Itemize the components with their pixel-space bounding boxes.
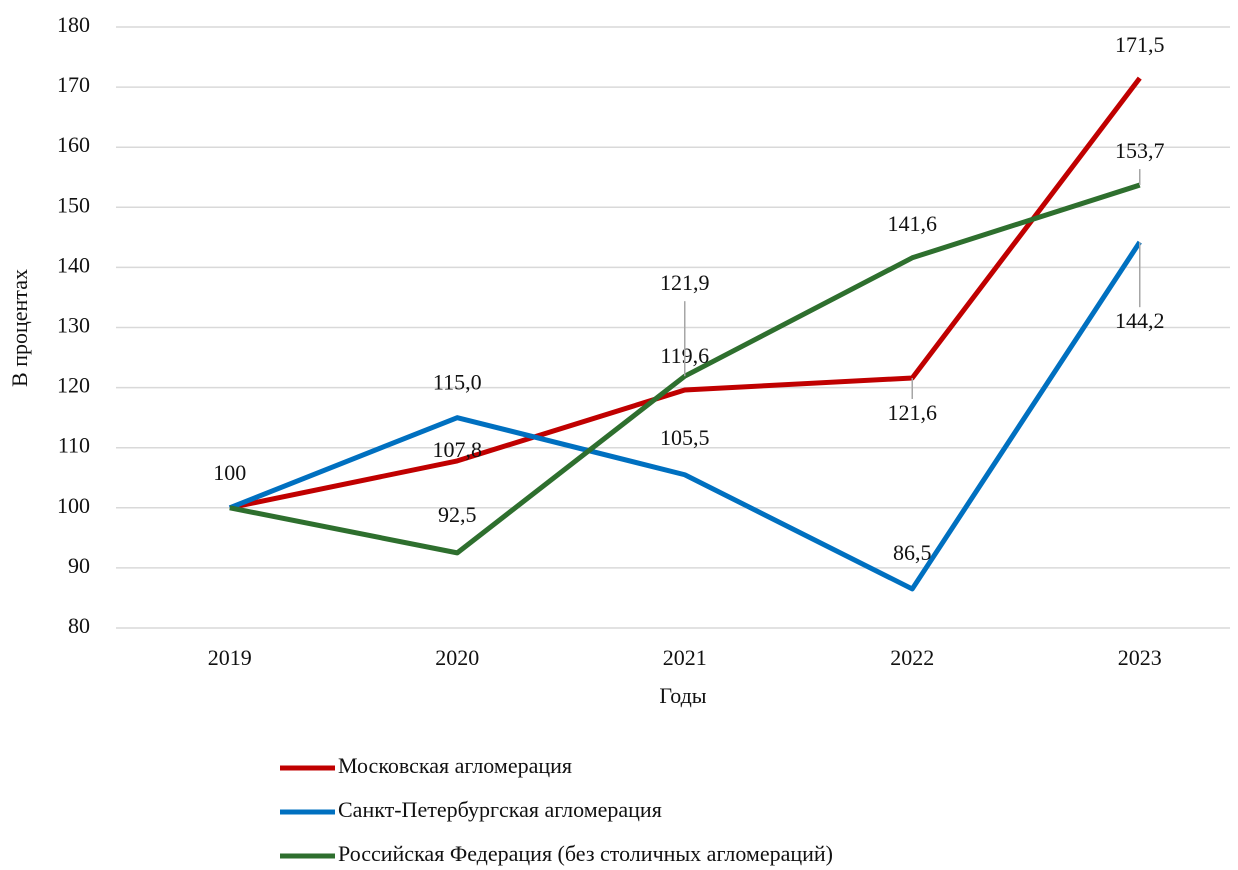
y-axis-title: В процентах xyxy=(7,269,32,387)
data-label: 107,8 xyxy=(433,437,483,462)
data-label: 153,7 xyxy=(1115,138,1165,163)
data-label: 86,5 xyxy=(893,540,932,565)
data-label: 144,2 xyxy=(1115,308,1165,333)
y-tick-label: 160 xyxy=(57,132,90,157)
y-tick-label: 90 xyxy=(68,553,90,578)
y-tick-label: 180 xyxy=(57,12,90,37)
data-label: 92,5 xyxy=(438,502,477,527)
y-tick-label: 100 xyxy=(57,493,90,518)
data-label: 115,0 xyxy=(433,370,482,395)
y-tick-label: 170 xyxy=(57,72,90,97)
data-label: 121,6 xyxy=(888,400,938,425)
series-line xyxy=(228,240,1142,592)
legend-label: Российская Федерация (без столичных агло… xyxy=(338,841,833,866)
x-tick-label: 2020 xyxy=(435,645,479,670)
y-tick-label: 130 xyxy=(57,313,90,338)
legend-label: Московская агломерация xyxy=(338,753,572,778)
data-label: 121,9 xyxy=(660,270,710,295)
y-tick-label: 150 xyxy=(57,192,90,217)
data-label: 141,6 xyxy=(888,211,938,236)
series-line xyxy=(229,76,1142,511)
y-tick-label: 140 xyxy=(57,252,90,277)
data-label: 100 xyxy=(213,460,246,485)
x-tick-label: 2023 xyxy=(1118,645,1162,670)
legend-label: Санкт-Петербургская агломерация xyxy=(338,797,662,822)
x-tick-label: 2019 xyxy=(208,645,252,670)
data-label: 105,5 xyxy=(660,425,710,450)
x-axis-title: Годы xyxy=(659,683,706,708)
y-tick-label: 80 xyxy=(68,613,90,638)
y-tick-label: 110 xyxy=(58,433,90,458)
data-label: 171,5 xyxy=(1115,32,1165,57)
y-tick-label: 120 xyxy=(57,373,90,398)
x-tick-label: 2021 xyxy=(663,645,707,670)
x-tick-label: 2022 xyxy=(890,645,934,670)
